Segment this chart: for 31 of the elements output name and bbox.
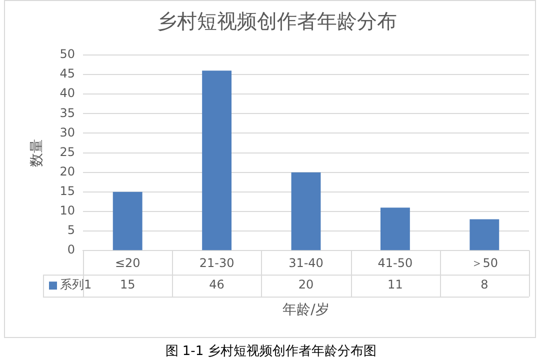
y-tick-label: 20 <box>60 164 75 178</box>
data-label: 20 <box>298 278 314 292</box>
x-axis-title: 年龄/岁 <box>282 302 330 318</box>
bar <box>202 70 232 250</box>
y-tick-label: 30 <box>60 125 75 140</box>
x-tick-label: 41-50 <box>378 256 413 270</box>
y-tick-label: 40 <box>60 86 75 100</box>
legend-label: 系列1 <box>60 278 92 292</box>
y-axis-title: 数量 <box>29 138 46 167</box>
data-label: 8 <box>480 278 488 292</box>
y-tick-label: 45 <box>60 66 75 81</box>
bar <box>291 172 321 250</box>
x-tick-label: 31-40 <box>288 256 324 270</box>
y-tick-label: 0 <box>67 242 75 257</box>
data-label: 15 <box>120 278 136 292</box>
caption: 图 1-1 乡村短视频创作者年龄分布图 <box>164 343 378 360</box>
bar <box>470 219 500 250</box>
y-tick-label: 5 <box>67 223 75 238</box>
x-tick-label: ＞50 <box>470 256 498 270</box>
y-tick-label: 50 <box>60 47 75 62</box>
bar <box>112 192 142 250</box>
y-tick-label: 15 <box>60 184 75 198</box>
data-label: 11 <box>388 278 403 292</box>
data-label: 46 <box>209 278 224 292</box>
bar <box>380 208 410 250</box>
x-tick-label: ≤20 <box>114 256 140 270</box>
x-tick-label: 21-30 <box>199 256 234 270</box>
chart-title: 乡村短视频创作者年龄分布 <box>157 9 397 34</box>
y-tick-label: 10 <box>60 204 75 218</box>
y-tick-label: 25 <box>60 144 75 159</box>
y-tick-label: 35 <box>60 106 75 120</box>
